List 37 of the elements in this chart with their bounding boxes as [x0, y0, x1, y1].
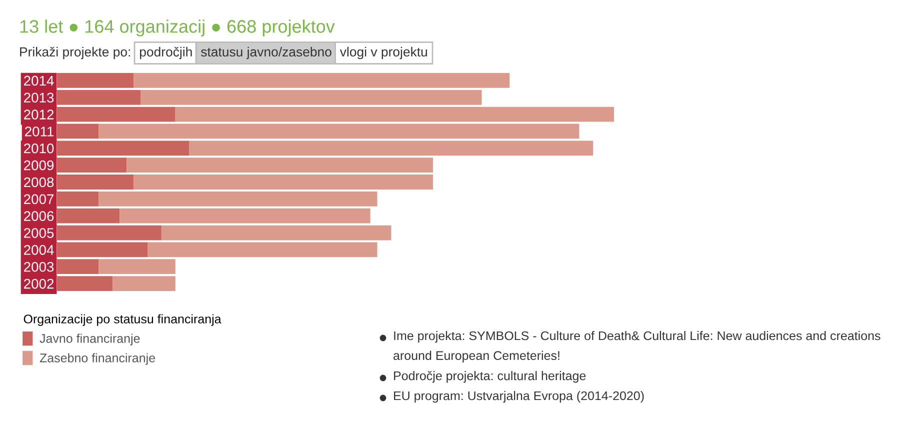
text: Področje projekta: cultural heritage: [394, 371, 586, 383]
y-tick-label: 2006: [24, 211, 54, 222]
bar: [175, 106, 614, 122]
chart-title: 13 let ● 164 organizacij ● 668 projektov: [20, 20, 335, 36]
bar: [161, 225, 392, 240]
y-tick-label: 2012: [24, 110, 54, 120]
bar: [140, 90, 482, 105]
text: Ime projekta: SYMBOLS - Culture of Death& Cultural Life: New audiences and creations around European Cemeteries!: [394, 331, 880, 362]
y-tick-label: 2013: [24, 92, 54, 103]
bar: [126, 158, 433, 173]
y-tick-label: 2004: [24, 245, 54, 255]
y-tick-label: 2002: [24, 278, 54, 289]
bar: [134, 73, 510, 88]
bar: [98, 191, 378, 206]
bar: [98, 124, 580, 139]
y-tick-label: 2010: [24, 143, 54, 154]
y-tick-label: 2014: [24, 76, 54, 86]
y-tick-label: 2011: [25, 126, 54, 136]
y-tick-label: 2009: [24, 160, 54, 170]
legend-label: Zasebno financiranje: [40, 353, 155, 365]
bar: [189, 140, 594, 156]
y-tick-label: 2005: [24, 228, 54, 238]
legend-title: Organizacije po statusu financiranja: [24, 314, 222, 326]
bar: [134, 174, 433, 190]
y-tick-label: 2003: [24, 262, 54, 272]
y-tick-label: 2007: [24, 194, 54, 204]
bar: [120, 208, 370, 224]
text: EU program: Ustvarjalna Evropa (2014-2020): [394, 391, 644, 403]
text: področjih: [140, 46, 192, 60]
text: vlogi v projektu: [340, 46, 428, 60]
text: statusu javno/zasebno: [200, 46, 332, 60]
bar: [148, 242, 378, 258]
bar: [98, 259, 176, 274]
legend-label: Javno financiranje: [40, 334, 140, 346]
y-tick-label: 2008: [24, 177, 54, 188]
bar: [112, 276, 176, 291]
text: Prikaži projekte po:: [20, 46, 130, 60]
